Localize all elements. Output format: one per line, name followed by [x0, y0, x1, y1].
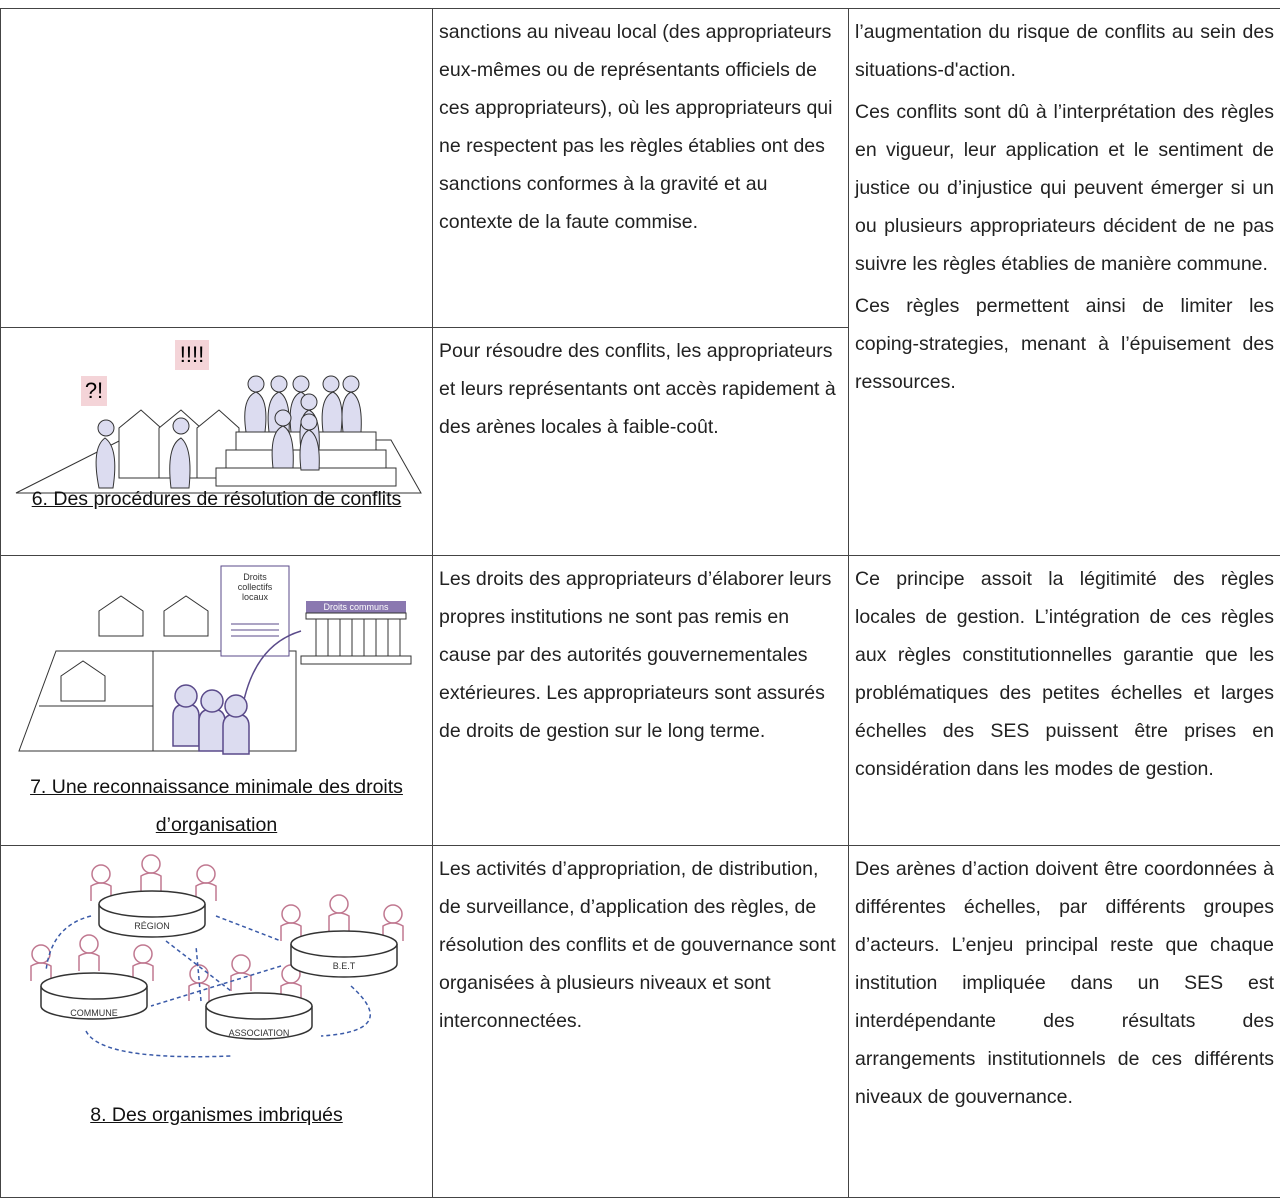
figure-label: ?!	[85, 378, 103, 403]
figure-label: ASSOCIATION	[219, 1028, 299, 1038]
principle-caption: 7. Une reconnaissance minimale des droit…	[1, 768, 432, 844]
figure-label: RÉGION	[122, 921, 182, 931]
illustration	[1, 846, 431, 1096]
figure-label: Droits collectifs locaux	[227, 572, 283, 602]
row: Droits collectifs locaux Droits communs …	[1, 556, 1280, 846]
figure-label: Droits communs	[306, 602, 406, 612]
row: sanctions au niveau local (des appropria…	[1, 9, 1280, 328]
figure-label: COMMUNE	[59, 1008, 129, 1018]
figure-cell: ?! !!!! 6. Des procédures de résolution …	[1, 328, 433, 556]
illustration	[1, 556, 431, 771]
description: Les droits des appropriateurs d’élaborer…	[433, 556, 849, 846]
principle-caption: 8. Des organismes imbriqués	[1, 1096, 432, 1134]
description: sanctions au niveau local (des appropria…	[433, 9, 849, 328]
description: Pour résoudre des conflits, les appropri…	[433, 328, 849, 556]
figure-cell: Droits collectifs locaux Droits communs …	[1, 556, 433, 846]
figure-label: !!!!	[180, 342, 204, 367]
description: Les activités d’appropriation, de distri…	[433, 846, 849, 1198]
figure-cell	[1, 9, 433, 328]
figure-label: B.E.T	[314, 961, 374, 971]
principle-caption: 6. Des procédures de résolution de confl…	[1, 480, 432, 518]
row: RÉGION B.E.T COMMUNE ASSOCIATION 8. Des …	[1, 846, 1280, 1198]
explanation: l’augmentation du risque de conflits au …	[849, 9, 1280, 556]
figure-cell: RÉGION B.E.T COMMUNE ASSOCIATION 8. Des …	[1, 846, 433, 1198]
paragraph: Ces règles permettent ainsi de limiter l…	[855, 287, 1274, 401]
explanation: Des arènes d’action doivent être coordon…	[849, 846, 1280, 1198]
illustration: ?! !!!!	[1, 328, 431, 498]
paragraph: Ces conflits sont dû à l’interprétation …	[855, 93, 1274, 283]
principles-table: sanctions au niveau local (des appropria…	[0, 8, 1280, 1198]
paragraph: l’augmentation du risque de conflits au …	[855, 13, 1274, 89]
explanation: Ce principe assoit la légitimité des règ…	[849, 556, 1280, 846]
